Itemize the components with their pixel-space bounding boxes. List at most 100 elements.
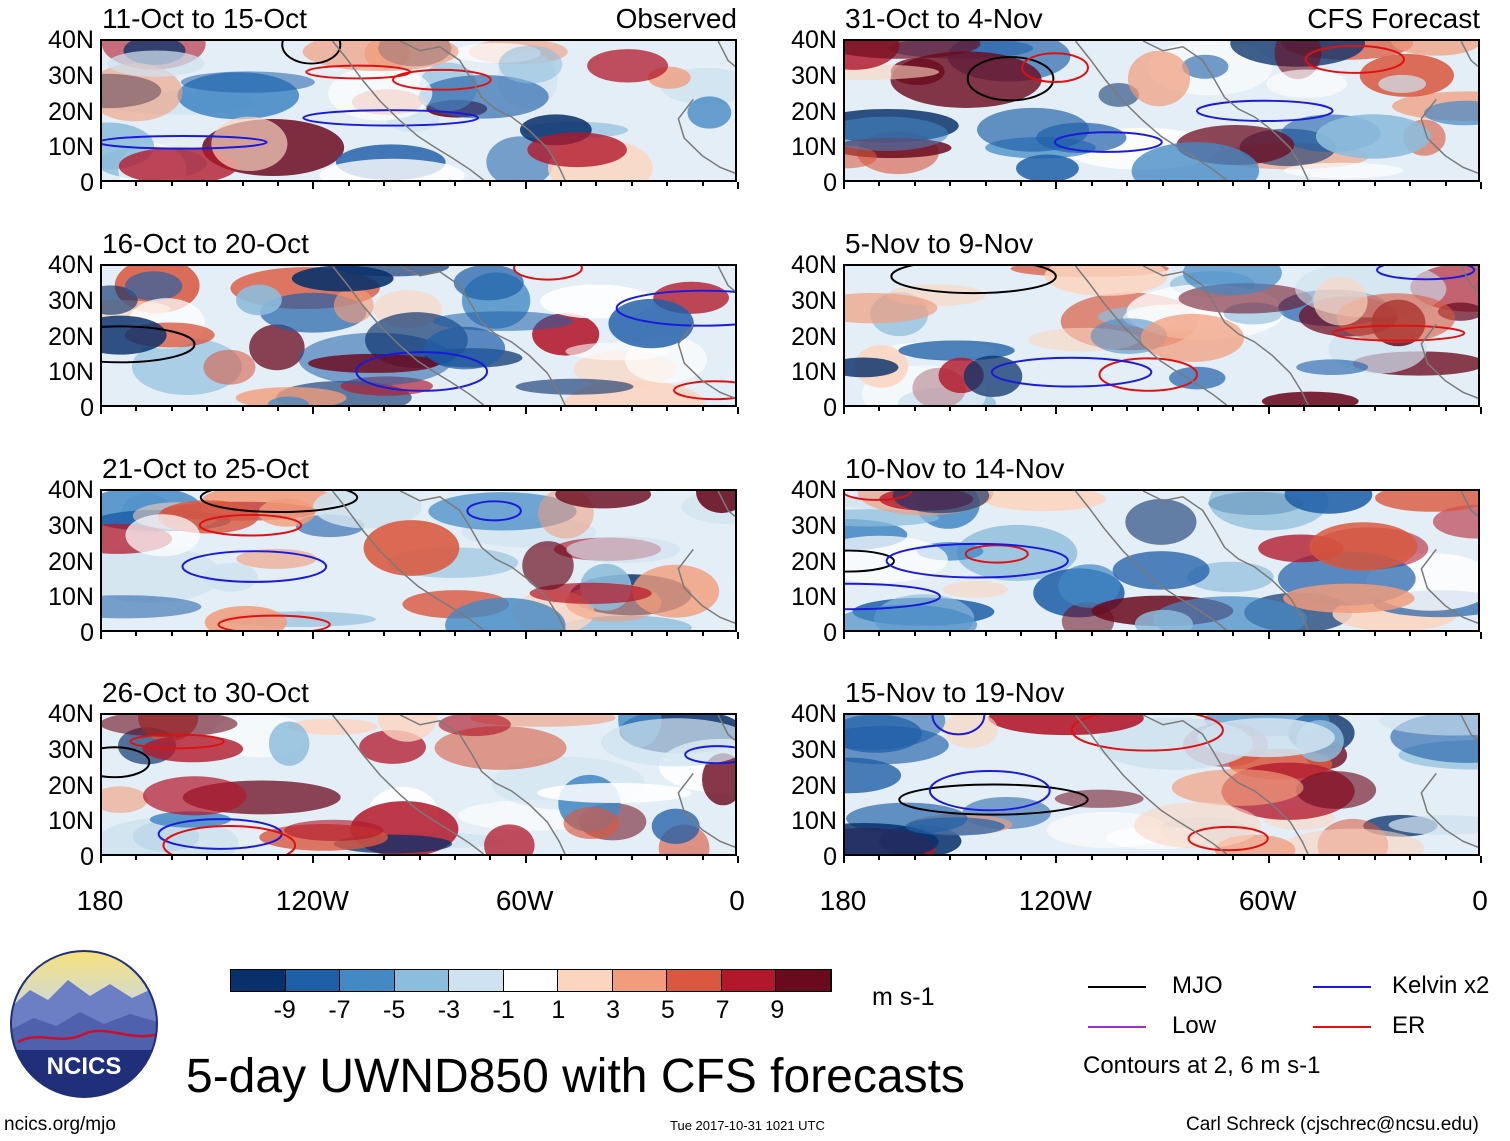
anomaly-blob xyxy=(555,491,652,509)
map-panel xyxy=(843,713,1480,856)
y-tick-label: 40N xyxy=(48,26,94,54)
anomaly-blob xyxy=(235,284,282,316)
x-tick-mark xyxy=(347,182,350,186)
anomaly-blob xyxy=(942,581,1009,598)
x-tick-mark xyxy=(1019,632,1022,636)
anomaly-blob xyxy=(249,324,305,371)
x-tick-label: 60W xyxy=(495,885,554,916)
x-tick-label: 0 xyxy=(729,885,745,916)
x-tick-mark xyxy=(701,856,704,860)
anomaly-field xyxy=(102,491,735,630)
anomaly-blob xyxy=(1171,769,1304,806)
x-tick-mark xyxy=(383,182,386,186)
anomaly-blob xyxy=(1112,551,1210,590)
x-tick-mark xyxy=(843,182,845,189)
kelvin-contour xyxy=(1376,266,1476,281)
contour-note: Contours at 2, 6 m s-1 xyxy=(1083,1052,1321,1079)
colorbar-swatch xyxy=(231,970,286,991)
anomaly-blob xyxy=(203,349,256,385)
coastline xyxy=(331,41,735,180)
y-tick-label: 10N xyxy=(48,133,94,162)
kelvin-contour xyxy=(845,582,941,611)
er-contour xyxy=(513,266,583,281)
anomaly-blob xyxy=(268,721,310,766)
x-tick-mark xyxy=(276,856,279,860)
x-tick-mark xyxy=(1267,407,1270,414)
y-tick-label: 0 xyxy=(80,619,94,647)
x-tick-mark xyxy=(1267,632,1270,639)
anomaly-blob xyxy=(328,66,433,121)
kelvin-contour xyxy=(931,715,986,736)
x-tick-mark xyxy=(666,182,669,186)
x-tick-mark xyxy=(1232,856,1235,860)
x-tick-mark xyxy=(737,407,739,414)
panel-title: 15-Nov to 19-Nov xyxy=(845,677,1065,708)
legend-label: MJO xyxy=(1172,972,1223,999)
x-tick-mark xyxy=(595,182,598,186)
anomaly-blob xyxy=(433,311,574,331)
anomaly-field xyxy=(845,266,1478,405)
x-tick-mark xyxy=(1196,182,1199,186)
er-contour xyxy=(129,733,225,750)
anomaly-blob xyxy=(1432,504,1478,539)
coastline xyxy=(1074,41,1478,180)
er-contour xyxy=(1331,324,1466,342)
anomaly-blob xyxy=(102,315,167,355)
x-tick-mark xyxy=(312,182,315,189)
map-panel xyxy=(843,489,1480,632)
x-tick-mark xyxy=(737,856,739,863)
x-tick-mark xyxy=(100,182,102,189)
mjo-contour xyxy=(281,41,342,65)
x-tick-mark xyxy=(170,182,173,186)
colorbar-swatch xyxy=(558,970,613,991)
x-tick-mark xyxy=(453,182,456,186)
legend-label: Kelvin x2 xyxy=(1392,972,1490,999)
x-tick-mark xyxy=(737,632,739,639)
anomaly-blob xyxy=(1181,54,1229,79)
anomaly-blob xyxy=(563,807,620,840)
x-tick-mark xyxy=(418,856,421,860)
x-tick-mark xyxy=(1303,407,1306,411)
y-tick-label: 30N xyxy=(791,286,837,315)
x-tick-mark xyxy=(1338,632,1341,636)
y-tick-label: 40N xyxy=(48,700,94,728)
y-tick-label: 40N xyxy=(791,26,837,54)
map-panel xyxy=(100,264,737,407)
anomaly-field xyxy=(102,715,735,854)
x-tick-mark xyxy=(1480,632,1482,639)
x-tick-mark xyxy=(453,632,456,636)
x-tick-mark xyxy=(241,632,244,636)
y-tick-label: 40N xyxy=(48,476,94,504)
anomaly-blob xyxy=(484,824,535,854)
x-tick-mark xyxy=(1480,407,1482,414)
colorbar-label: 9 xyxy=(770,996,785,1024)
kelvin-contour xyxy=(1195,99,1334,122)
x-tick-mark xyxy=(1338,182,1341,186)
x-tick-mark xyxy=(949,632,952,636)
footer-url[interactable]: ncics.org/mjo xyxy=(4,1114,116,1135)
y-tick-label: 10N xyxy=(791,807,837,836)
anomaly-blob xyxy=(302,41,459,72)
x-tick-mark xyxy=(418,407,421,411)
anomaly-blob xyxy=(1036,122,1127,153)
anomaly-blob xyxy=(418,75,549,119)
map-panel xyxy=(843,39,1480,182)
x-tick-label: 0 xyxy=(1472,885,1488,916)
x-tick-mark xyxy=(1232,182,1235,186)
anomaly-blob xyxy=(1261,391,1359,405)
x-tick-mark xyxy=(1267,182,1270,189)
anomaly-blob xyxy=(203,562,258,592)
kelvin-contour xyxy=(885,542,1069,579)
footer-credit: Carl Schreck (cjschrec@ncsu.edu) xyxy=(1186,1114,1479,1135)
anomaly-blob xyxy=(445,597,566,630)
x-tick-label: 120W xyxy=(275,885,349,916)
x-tick-mark xyxy=(1232,407,1235,411)
anomaly-blob xyxy=(515,378,634,395)
x-tick-mark xyxy=(1019,407,1022,411)
colorbar-label: 7 xyxy=(715,996,730,1024)
anomaly-blob xyxy=(1134,609,1193,630)
x-tick-mark xyxy=(984,407,987,411)
y-tick-label: 10N xyxy=(48,358,94,387)
x-tick-mark xyxy=(276,632,279,636)
anomaly-blob xyxy=(905,817,1005,836)
